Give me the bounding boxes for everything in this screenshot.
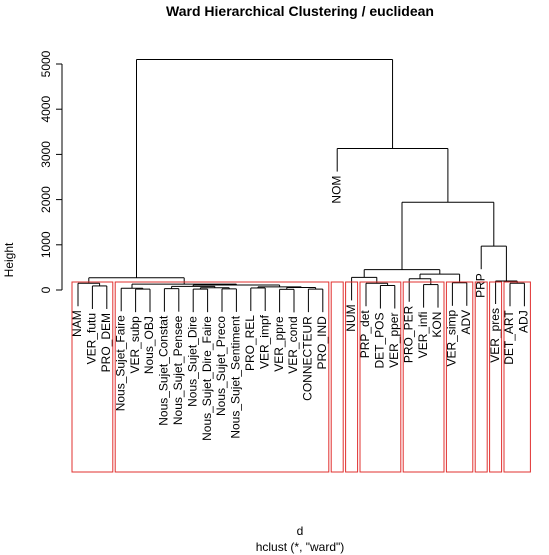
- cluster-box: [114, 281, 330, 473]
- y-tick-label: 1000: [39, 231, 53, 258]
- leaf-label: PRO_REL: [243, 315, 257, 371]
- leaf-label: PRO_PER: [401, 305, 415, 363]
- leaf-label: CONNECTEUR: [301, 316, 315, 401]
- leaf-label: PRP: [473, 273, 487, 298]
- leaf-label: Nous_Sujet_Sentiment: [229, 315, 243, 438]
- y-tick-label: 2000: [39, 186, 53, 213]
- leaf-label: VER_pres: [488, 308, 502, 363]
- x-axis-label: d: [297, 524, 304, 538]
- cluster-box: [402, 281, 445, 473]
- leaf-label: DET_POS: [373, 313, 387, 369]
- leaf-label: PRO_IND: [315, 316, 329, 370]
- leaf-label: Nous_Sujet_Preco: [214, 316, 228, 416]
- leaf-label: NAM: [70, 310, 84, 337]
- leaf-label: VER_subp: [128, 316, 142, 374]
- cluster-box: [345, 281, 359, 473]
- leaf-label: PRP_det: [358, 310, 372, 359]
- cluster-box: [503, 281, 531, 473]
- leaf-label: VER_cond: [286, 316, 300, 373]
- y-tick-label: 5000: [39, 50, 53, 77]
- y-tick-label: 0: [39, 286, 53, 293]
- subtitle: hclust (*, "ward"): [256, 540, 345, 554]
- cluster-box: [445, 281, 474, 473]
- leaf-label: VER_futu: [85, 313, 99, 364]
- cluster-box: [359, 281, 402, 473]
- y-tick-label: 4000: [39, 96, 53, 123]
- y-tick-label: 3000: [39, 141, 53, 168]
- leaf-label: Nous_OBJ: [142, 316, 156, 374]
- y-axis-label: Height: [2, 242, 16, 277]
- leaf-label: VER_impf: [257, 314, 271, 369]
- leaf-label: Nous_Sujet_Faire: [113, 315, 127, 411]
- leaf-label: ADV: [459, 310, 473, 335]
- leaf-label: Nous_Sujet_Pensee: [171, 315, 185, 425]
- leaf-label: NOM: [329, 176, 343, 204]
- leaf-label: Nous_Sujet_Dire: [185, 316, 199, 407]
- leaf-label: NUM: [344, 304, 358, 331]
- leaf-label: Nous_Sujet_Constat: [157, 315, 171, 426]
- leaf-label: ADJ: [517, 310, 531, 333]
- cluster-box: [330, 281, 344, 473]
- leaf-label: KON: [430, 312, 444, 338]
- leaf-label: VER_ppre: [272, 316, 286, 372]
- leaf-label: VER_infi: [416, 312, 430, 359]
- cluster-box: [71, 281, 114, 473]
- leaf-label: VER_simp: [445, 309, 459, 366]
- leaf-label: DET_ART: [502, 310, 516, 365]
- leaf-label: Nous_Sujet_Dire_Faire: [200, 316, 214, 441]
- cluster-box: [474, 281, 488, 473]
- leaf-label: VER_pper: [387, 313, 401, 368]
- leaf-label: PRO_DEM: [99, 313, 113, 372]
- cluster-box: [489, 281, 503, 473]
- chart-title: Ward Hierarchical Clustering / euclidean: [166, 3, 434, 19]
